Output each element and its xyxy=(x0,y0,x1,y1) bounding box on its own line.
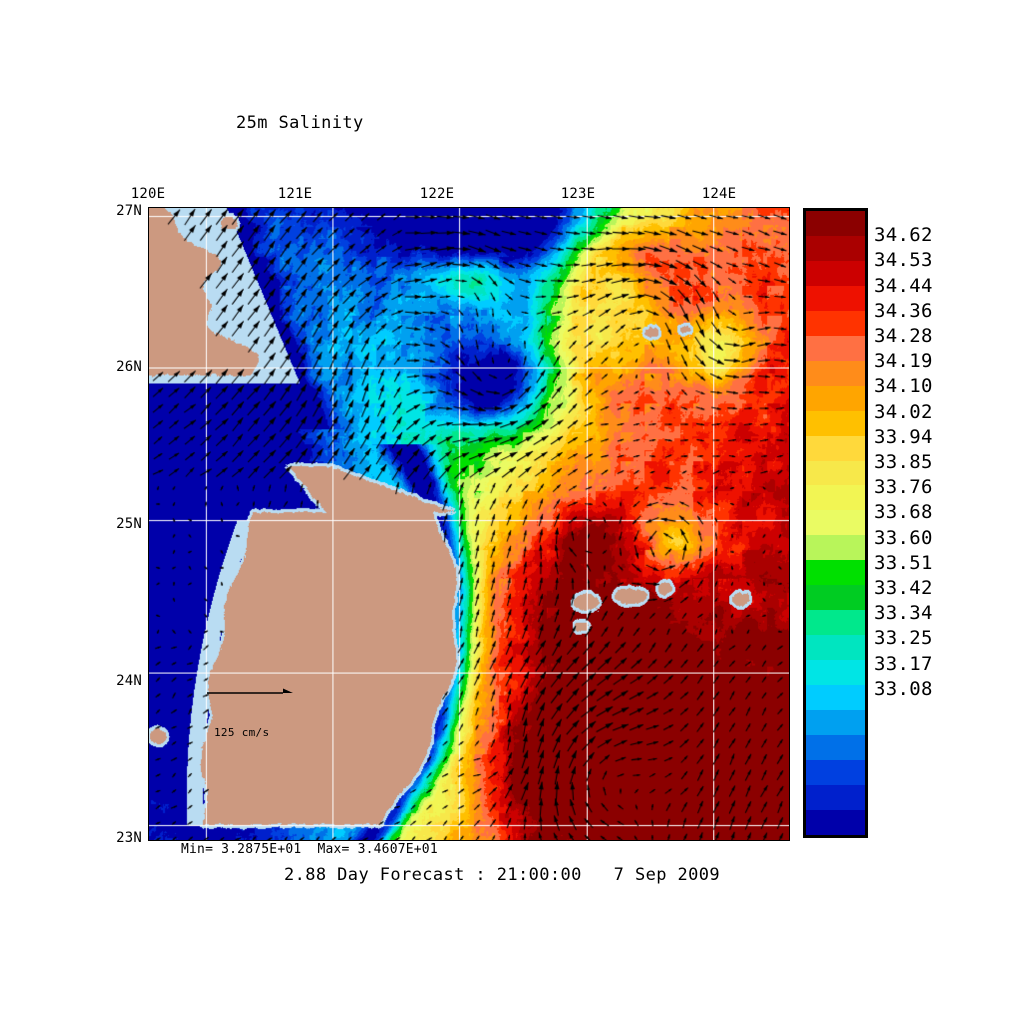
lon-tick-120e: 120E xyxy=(130,186,166,202)
colorbar-band-9 xyxy=(806,435,865,461)
colorbar-band-10 xyxy=(806,460,865,486)
colorbar-tick-33-76: 33.76 xyxy=(874,476,933,499)
lat-tick-24n: 24N xyxy=(116,673,142,689)
colorbar-band-20 xyxy=(806,710,865,736)
lon-tick-123e: 123E xyxy=(560,186,596,202)
salinity-map-plot xyxy=(148,207,790,841)
colorbar-tick-33-94: 33.94 xyxy=(874,425,933,448)
colorbar-tick-34-44: 34.44 xyxy=(874,274,933,297)
colorbar-tick-33-42: 33.42 xyxy=(874,577,933,599)
lat-tick-26n: 26N xyxy=(116,359,142,375)
colorbar-band-23 xyxy=(806,784,865,810)
colorbar-band-0 xyxy=(806,211,865,236)
colorbar-band-15 xyxy=(806,585,865,611)
colorbar-band-6 xyxy=(806,360,865,386)
page-title: 25m Salinity xyxy=(236,113,364,133)
colorbar-band-14 xyxy=(806,560,865,586)
reference-arrow-icon xyxy=(207,688,293,694)
vector-scale-label: 125 cm/s xyxy=(214,726,270,739)
colorbar-band-19 xyxy=(806,685,865,711)
colorbar-tick-34-28: 34.28 xyxy=(874,325,933,347)
colorbar-tick-33-60: 33.60 xyxy=(874,526,933,549)
lon-tick-121e: 121E xyxy=(277,186,313,202)
vector-scale-legend: 125 cm/s xyxy=(205,686,315,756)
colorbar xyxy=(803,208,868,838)
lat-tick-25n: 25N xyxy=(116,516,142,532)
colorbar-tick-33-08: 33.08 xyxy=(874,677,933,700)
colorbar-band-8 xyxy=(806,410,865,436)
lat-tick-23n: 23N xyxy=(116,830,142,846)
colorbar-band-21 xyxy=(806,735,865,760)
colorbar-tick-33-25: 33.25 xyxy=(874,627,933,650)
salinity-field-canvas xyxy=(149,208,789,840)
colorbar-band-22 xyxy=(806,759,865,785)
lon-tick-124e: 124E xyxy=(701,186,737,202)
lat-tick-27n: 27N xyxy=(116,203,142,219)
colorbar-band-18 xyxy=(806,660,865,686)
colorbar-tick-34-02: 34.02 xyxy=(874,400,933,423)
colorbar-tick-34-10: 34.10 xyxy=(874,375,933,398)
colorbar-band-13 xyxy=(806,535,865,561)
forecast-annotation: 2.88 Day Forecast : 21:00:00 7 Sep 2009 xyxy=(284,865,721,885)
colorbar-tick-33-85: 33.85 xyxy=(874,451,933,473)
colorbar-band-4 xyxy=(806,310,865,336)
colorbar-tick-34-53: 34.53 xyxy=(874,249,933,272)
colorbar-band-12 xyxy=(806,510,865,536)
colorbar-band-11 xyxy=(806,485,865,511)
colorbar-tick-34-19: 34.19 xyxy=(874,350,933,373)
colorbar-tick-34-36: 34.36 xyxy=(874,299,933,322)
colorbar-band-24 xyxy=(806,809,865,835)
colorbar-band-2 xyxy=(806,260,865,286)
colorbar-tick-33-51: 33.51 xyxy=(874,551,933,574)
colorbar-band-3 xyxy=(806,285,865,311)
colorbar-bands xyxy=(803,208,868,838)
colorbar-tick-33-68: 33.68 xyxy=(874,501,933,524)
colorbar-band-16 xyxy=(806,610,865,636)
colorbar-band-5 xyxy=(806,335,865,361)
colorbar-tick-34-62: 34.62 xyxy=(874,224,933,247)
lon-tick-122e: 122E xyxy=(419,186,455,202)
minmax-annotation: Min= 3.2875E+01 Max= 3.4607E+01 xyxy=(181,842,438,857)
colorbar-band-1 xyxy=(806,235,865,261)
colorbar-band-7 xyxy=(806,385,865,411)
colorbar-tick-33-17: 33.17 xyxy=(874,652,933,675)
colorbar-band-17 xyxy=(806,635,865,661)
colorbar-tick-33-34: 33.34 xyxy=(874,602,933,625)
